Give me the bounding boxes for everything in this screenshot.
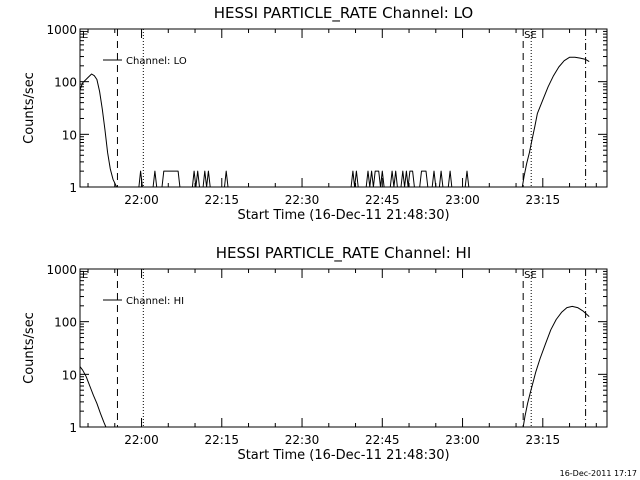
series-line-segment (447, 170, 453, 188)
y-tick-label: 100 (54, 76, 77, 90)
plot-frame (79, 28, 608, 188)
plot-frame (79, 268, 608, 428)
y-tick-label: 1 (69, 181, 77, 195)
corner-label-right: SE (524, 30, 537, 41)
series-line-segment (138, 170, 143, 188)
x-tick-label: 22:30 (285, 193, 320, 207)
series-line-segment (152, 170, 158, 188)
x-tick-label: 23:15 (526, 193, 561, 207)
series-line-segment (419, 170, 429, 188)
x-tick-label: 23:00 (445, 193, 480, 207)
series-line-segment (191, 170, 211, 188)
series-line-segment (161, 170, 181, 188)
y-tick-label: 1000 (46, 23, 77, 37)
series-line-segment (464, 170, 470, 188)
chart-title: HESSI PARTICLE_RATE Channel: HI (216, 244, 472, 263)
series-line-segment (365, 170, 385, 188)
x-axis-label: Start Time (16-Dec-11 21:48:30) (237, 208, 449, 223)
series-line-segment (389, 170, 398, 188)
y-tick-label: 100 (54, 316, 77, 330)
series-line-segment (522, 305, 590, 428)
series-line-segment (431, 170, 437, 188)
corner-label-left: E (82, 270, 88, 281)
x-tick-label: 22:45 (365, 433, 400, 447)
footer-timestamp: 16-Dec-2011 17:17 (560, 469, 637, 478)
y-tick-label: 10 (62, 128, 77, 142)
legend-label: Channel: LO (126, 56, 187, 67)
y-axis-label: Counts/sec (22, 72, 37, 144)
series-line-segment (438, 170, 444, 188)
y-axis-label: Counts/sec (22, 312, 37, 384)
y-tick-label: 10 (62, 368, 77, 382)
x-tick-label: 22:15 (204, 193, 239, 207)
series-line-segment (79, 73, 118, 188)
x-tick-label: 22:00 (124, 193, 159, 207)
panel-lo: HESSI PARTICLE_RATE Channel: LO 1 10 100 100… (22, 4, 608, 223)
x-tick-label: 22:30 (285, 433, 320, 447)
series-line-segment (79, 366, 107, 428)
x-tick-label: 22:45 (365, 193, 400, 207)
corner-label-right: SE (524, 270, 537, 281)
y-tick-label: 1 (69, 421, 77, 435)
y-tick-label: 1000 (46, 263, 77, 277)
series-line-segment (224, 170, 229, 188)
x-axis-label: Start Time (16-Dec-11 21:48:30) (237, 448, 449, 463)
chart-title: HESSI PARTICLE_RATE Channel: LO (214, 4, 473, 23)
series-line-segment (350, 170, 359, 188)
legend-label: Channel: HI (126, 296, 184, 307)
x-tick-label: 22:15 (204, 433, 239, 447)
corner-label-left: E (82, 30, 88, 41)
panel-hi: HESSI PARTICLE_RATE Channel: HI 1 10 100 100… (22, 244, 608, 463)
x-tick-label: 23:00 (445, 433, 480, 447)
series-line-segment (521, 56, 590, 188)
series-line-segment (400, 170, 415, 188)
x-tick-label: 22:00 (124, 433, 159, 447)
x-tick-label: 23:15 (526, 433, 561, 447)
